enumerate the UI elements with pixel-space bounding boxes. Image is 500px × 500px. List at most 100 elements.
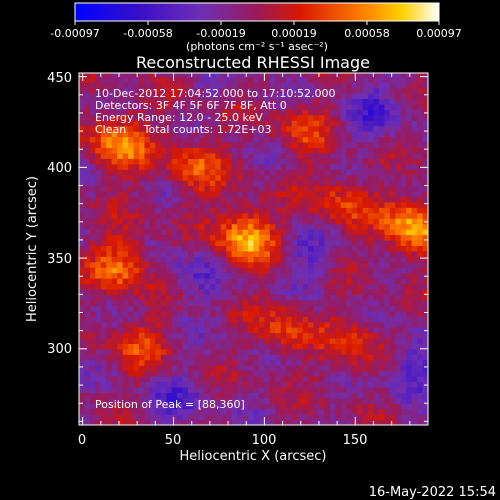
heatmap-cell [400,103,407,110]
heatmap-cell [160,365,167,372]
heatmap-cell [378,381,385,388]
heatmap-cell [340,163,347,170]
heatmap-cell [406,397,413,404]
heatmap-cell [406,310,413,317]
heatmap-cell [177,354,184,361]
heatmap-cell [198,196,206,203]
heatmap-cell [198,223,206,230]
heatmap-cell [177,98,184,105]
heatmap-cell [368,386,375,393]
heatmap-cell [264,414,271,421]
heatmap-cell [204,403,211,410]
heatmap-cell [318,223,325,230]
heatmap-cell [188,239,195,246]
heatmap-cell [324,136,331,143]
heatmap-cell [411,239,418,246]
heatmap-cell [166,267,173,274]
heatmap-cell [346,141,353,148]
heatmap-cell [411,327,418,334]
heatmap-cell [133,131,140,138]
heatmap-cell [318,131,325,138]
heatmap-cell [160,73,167,78]
heatmap-cell [346,288,353,295]
heatmap-cell [417,229,424,236]
heatmap-cell [122,403,129,410]
heatmap-cell [95,348,102,355]
heatmap-cell [422,403,428,410]
heatmap-cell [389,294,396,301]
heatmap-cell [269,327,276,334]
heatmap-cell [368,414,375,421]
heatmap-cell [308,98,315,105]
heatmap-cell [215,386,222,393]
heatmap-cell [84,419,91,425]
heatmap-cell [155,190,162,197]
heatmap-cell [291,392,298,399]
heatmap-cell [329,310,336,317]
heatmap-cell [384,288,391,295]
heatmap-cell [237,294,244,301]
heatmap-cell [258,272,265,279]
heatmap-cell [406,332,413,339]
heatmap-cell [122,294,129,301]
heatmap-cell [297,419,304,425]
heatmap-cell [258,359,265,366]
heatmap-cell [308,408,315,415]
heatmap-cell [417,386,424,393]
heatmap-cell [406,174,413,181]
heatmap-cell [171,392,178,399]
heatmap-cell [417,223,424,230]
heatmap-cell [395,92,402,99]
heatmap-cell [291,359,298,366]
heatmap-cell [346,283,353,290]
heatmap-cell [248,234,255,241]
heatmap-cell [389,201,396,208]
heatmap-cell [406,98,413,105]
heatmap-cell [308,109,315,116]
heatmap-cell [133,250,140,257]
heatmap-cell [417,267,424,274]
heatmap-cell [193,376,200,383]
heatmap-cell [215,403,222,410]
heatmap-cell [128,386,135,393]
heatmap-cell [297,386,304,393]
heatmap-cell [138,147,146,154]
heatmap-cell [188,414,195,421]
heatmap-cell [378,370,385,377]
heatmap-cell [253,120,260,127]
heatmap-cell [111,207,118,214]
heatmap-cell [193,403,200,410]
heatmap-cell [351,120,358,127]
heatmap-cell [335,229,342,236]
heatmap-cell [155,337,162,344]
heatmap-cell [362,250,369,257]
heatmap-cell [373,403,380,410]
heatmap-cell [84,174,91,181]
heatmap-cell [400,207,407,214]
heatmap-cell [144,109,151,116]
heatmap-cell [117,98,124,105]
heatmap-cell [340,152,347,159]
heatmap-cell [400,82,407,89]
heatmap-cell [226,147,233,154]
heatmap-cell [171,114,178,121]
heatmap-cell [117,120,124,127]
heatmap-cell [411,136,418,143]
heatmap-cell [280,321,287,328]
heatmap-cell [128,321,135,328]
heatmap-cell [395,158,402,165]
heatmap-cell [220,316,227,323]
heatmap-cell [280,370,287,377]
heatmap-cell [149,201,156,208]
heatmap-cell [253,76,260,83]
heatmap-cell [231,332,238,339]
heatmap-cell [346,310,353,317]
heatmap-cell [149,310,156,317]
heatmap-cell [182,73,189,78]
heatmap-cell [209,76,216,83]
heatmap-cell [286,299,293,306]
heatmap-cell [117,403,124,410]
heatmap-cell [100,403,107,410]
heatmap-cell [411,419,418,425]
